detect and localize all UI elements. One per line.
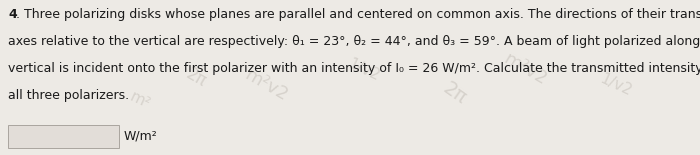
Text: m²: m² [127, 90, 153, 112]
Text: m²v2: m²v2 [241, 66, 290, 105]
Text: . Three polarizing disks whose planes are parallel and centered on common axis. : . Three polarizing disks whose planes ar… [16, 8, 700, 21]
FancyBboxPatch shape [8, 124, 118, 148]
Text: W/m²: W/m² [124, 129, 158, 142]
Text: m²v2: m²v2 [500, 50, 550, 89]
Text: axes relative to the vertical are respectively: θ₁ = 23°, θ₂ = 44°, and θ₃ = 59°: axes relative to the vertical are respec… [8, 35, 700, 48]
Text: 2π: 2π [440, 78, 470, 108]
Text: all three polarizers.: all three polarizers. [8, 89, 129, 102]
Text: 2π: 2π [183, 64, 209, 91]
Text: 1/v2: 1/v2 [598, 71, 634, 99]
Text: 4: 4 [8, 8, 17, 21]
Text: 1/v2: 1/v2 [346, 56, 382, 84]
Text: vertical is incident onto the first polarizer with an intensity of I₀ = 26 W/m².: vertical is incident onto the first pola… [8, 62, 700, 75]
